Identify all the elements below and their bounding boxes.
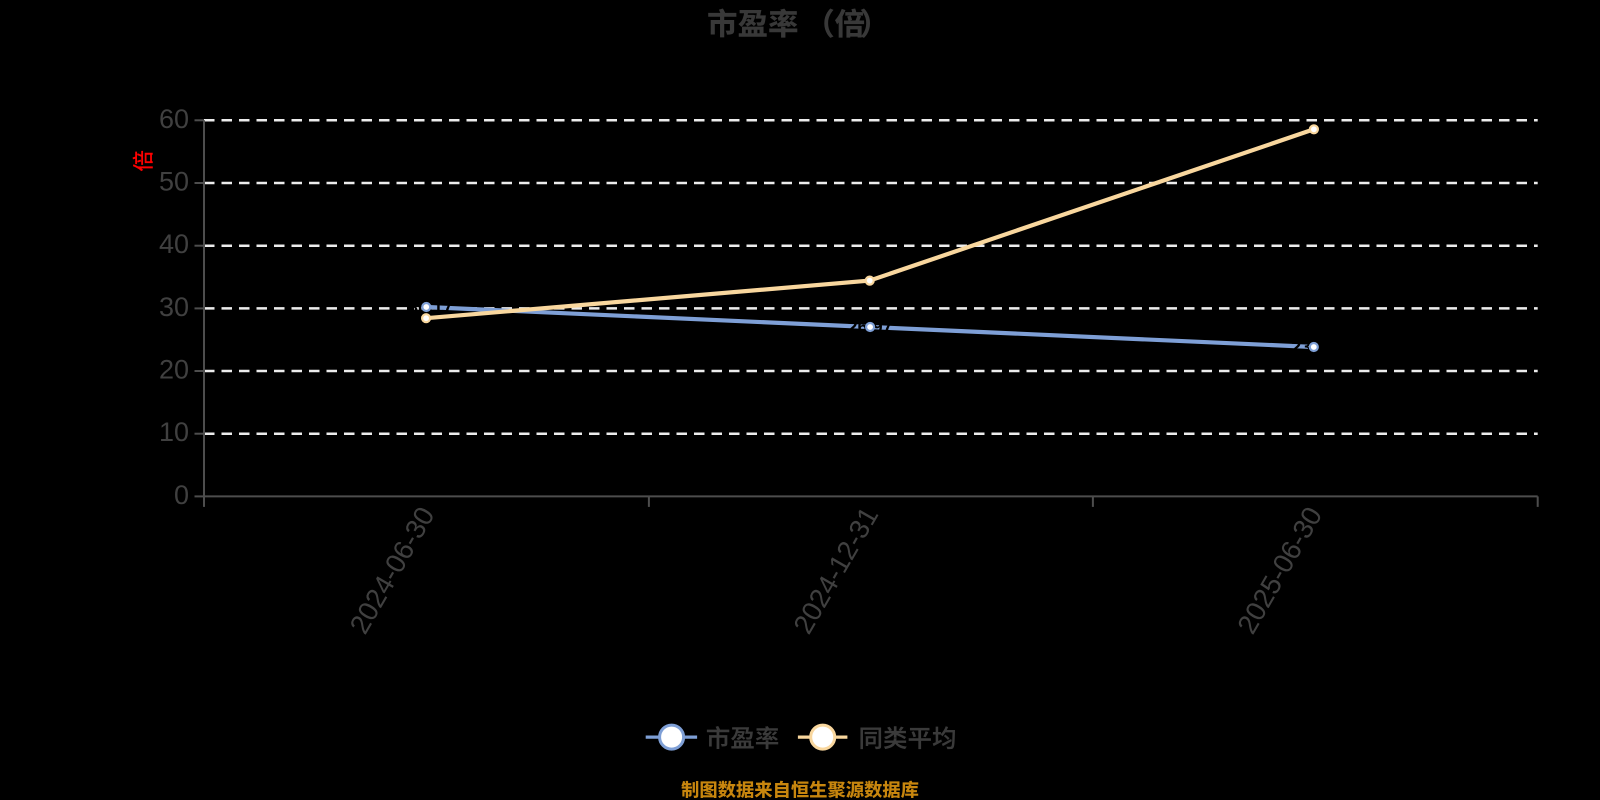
svg-text:30: 30 [159,292,189,322]
svg-text:10: 10 [159,417,189,447]
svg-text:60: 60 [159,104,189,134]
svg-text:40: 40 [159,229,189,259]
svg-text:20: 20 [159,355,189,385]
svg-text:0: 0 [174,480,189,510]
svg-text:50: 50 [159,167,189,197]
